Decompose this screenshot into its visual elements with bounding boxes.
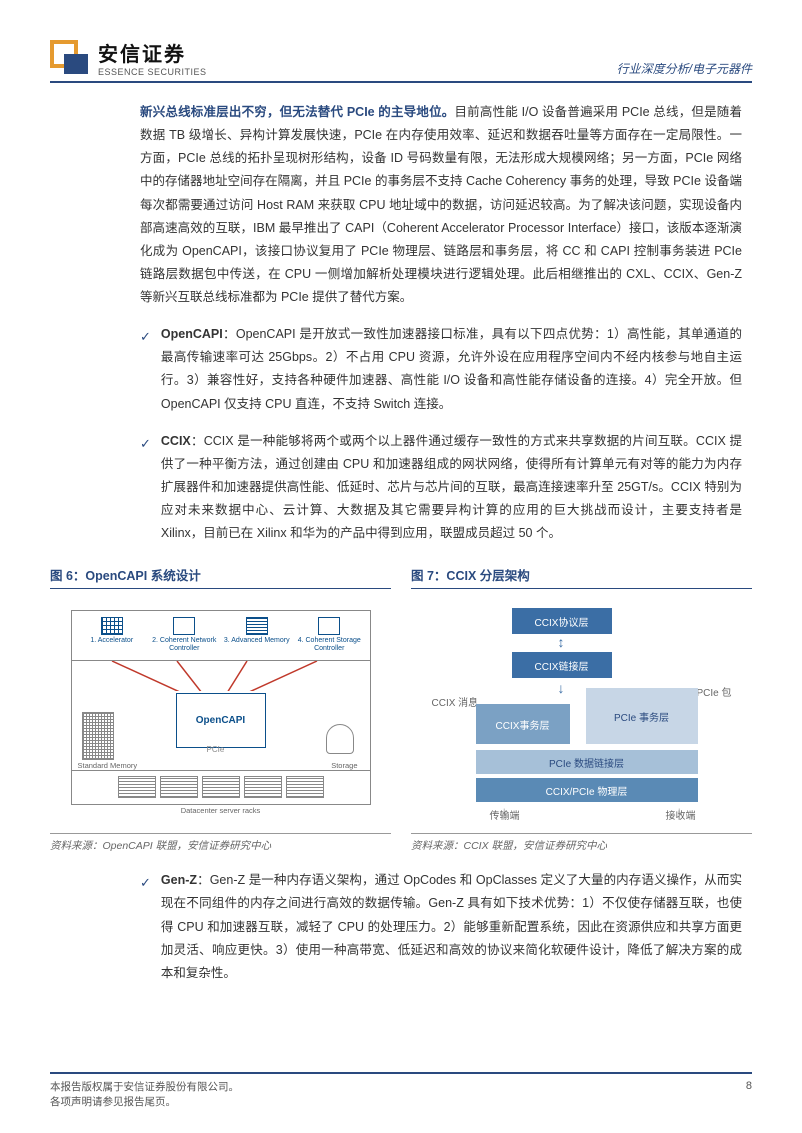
- storage-icon: [326, 724, 354, 754]
- page-header: 安信证券 ESSENCE SECURITIES 行业深度分析/电子元器件: [50, 38, 752, 83]
- pcie-data-layer: PCIe 数据链接层: [476, 750, 698, 774]
- oc-cell-1: 2. Coherent Network Controller: [152, 637, 216, 652]
- fig7-source: 资料来源：CCIX 联盟，安信证券研究中心: [411, 833, 752, 853]
- oc-cell-0: 1. Accelerator: [90, 637, 133, 644]
- logo-icon: [50, 40, 90, 76]
- check-icon: ✓: [140, 325, 151, 416]
- bullet-text-0: ：OpenCAPI 是开放式一致性加速器接口标准，具有以下四点优势：1）高性能，…: [161, 327, 742, 410]
- oc-racks-label: Datacenter server racks: [71, 806, 371, 815]
- ccix-proto-layer: CCIX协议层: [512, 608, 612, 634]
- ccix-side-left: CCIX 消息: [432, 694, 479, 709]
- ccix-diagram: CCIX协议层 ↕ CCIX链接层 ↓ CCIX 消息 PCIe 包 CCIX事…: [432, 602, 732, 822]
- figure-6: 图 6：OpenCAPI 系统设计 1. Accelerator 2. Cohe…: [50, 565, 391, 853]
- company-name-cn: 安信证券: [98, 38, 207, 67]
- pcie-trans-layer: PCIe 事务层: [586, 688, 698, 744]
- para1-body: 目前高性能 I/O 设备普遍采用 PCIe 总线，但是随着数据 TB 级增长、异…: [140, 105, 742, 304]
- ccix-side-right: PCIe 包: [696, 684, 731, 699]
- memory-icon: [82, 712, 114, 760]
- fig6-source: 资料来源：OpenCAPI 联盟，安信证券研究中心: [50, 833, 391, 853]
- oc-cell-2: 3. Advanced Memory: [224, 637, 290, 644]
- breadcrumb: 行业深度分析/电子元器件: [617, 60, 752, 77]
- fig6-title: 图 6：OpenCAPI 系统设计: [50, 565, 391, 589]
- lead-sentence: 新兴总线标准层出不穷，但无法替代 PCIe 的主导地位。: [140, 105, 454, 119]
- bullet-text-1: ：CCIX 是一种能够将两个或两个以上器件通过缓存一致性的方式来共享数据的片间互…: [161, 434, 742, 541]
- bullet-title-0: OpenCAPI: [161, 327, 223, 341]
- arrow-icon: ↓: [558, 680, 565, 696]
- company-logo: 安信证券 ESSENCE SECURITIES: [50, 38, 207, 77]
- oc-storage-label: Storage: [331, 761, 357, 770]
- bullet-text-2: ：Gen-Z 是一种内存语义架构，通过 OpCodes 和 OpClasses …: [161, 873, 742, 980]
- bullet-title-1: CCIX: [161, 434, 191, 448]
- company-name-en: ESSENCE SECURITIES: [98, 67, 207, 77]
- oc-cell-3: 4. Coherent Storage Controller: [298, 637, 361, 652]
- ccix-rx-label: 接收端: [666, 807, 696, 822]
- ccix-trans-layer: CCIX事务层: [476, 704, 570, 744]
- fig7-title: 图 7：CCIX 分层架构: [411, 565, 752, 589]
- footer-line-2: 各项声明请参见报告尾页。: [50, 1095, 239, 1111]
- ccix-phy-layer: CCIX/PCIe 物理层: [476, 778, 698, 802]
- ccix-tx-label: 传输端: [490, 807, 520, 822]
- bullet-opencapi: ✓ OpenCAPI：OpenCAPI 是开放式一致性加速器接口标准，具有以下四…: [50, 323, 752, 416]
- opencapi-diagram: 1. Accelerator 2. Coherent Network Contr…: [71, 610, 371, 815]
- arrow-icon: ↕: [558, 634, 565, 650]
- ccix-link-layer: CCIX链接层: [512, 652, 612, 678]
- oc-pcie-label: PCIe: [207, 745, 225, 754]
- page-number: 8: [746, 1080, 752, 1112]
- racks-icon: [71, 771, 371, 805]
- page-footer: 本报告版权属于安信证券股份有限公司。 各项声明请参见报告尾页。 8: [50, 1072, 752, 1112]
- connector-lines-icon: [72, 661, 370, 691]
- bullet-ccix: ✓ CCIX：CCIX 是一种能够将两个或两个以上器件通过缓存一致性的方式来共享…: [50, 430, 752, 546]
- check-icon: ✓: [140, 432, 151, 546]
- bullet-genz: ✓ Gen-Z：Gen-Z 是一种内存语义架构，通过 OpCodes 和 OpC…: [50, 869, 752, 985]
- oc-stdmem-label: Standard Memory: [78, 761, 138, 770]
- oc-center: OpenCAPI: [176, 693, 266, 748]
- bullet-title-2: Gen-Z: [161, 873, 197, 887]
- main-paragraph: 新兴总线标准层出不穷，但无法替代 PCIe 的主导地位。目前高性能 I/O 设备…: [50, 101, 752, 309]
- footer-line-1: 本报告版权属于安信证券股份有限公司。: [50, 1080, 239, 1096]
- check-icon: ✓: [140, 871, 151, 985]
- figure-7: 图 7：CCIX 分层架构 CCIX协议层 ↕ CCIX链接层 ↓ CCIX 消…: [411, 565, 752, 853]
